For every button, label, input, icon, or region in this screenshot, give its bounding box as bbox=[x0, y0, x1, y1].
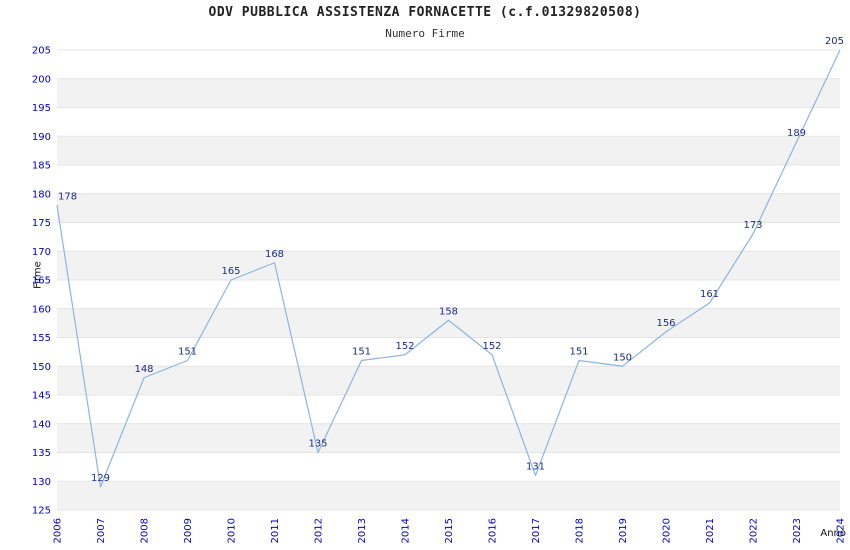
data-labels: 178 129 148 151 165 168 135 151 152 158 152 131 151 1… bbox=[58, 36, 844, 484]
svg-text:148: 148 bbox=[134, 364, 153, 375]
svg-text:180: 180 bbox=[32, 189, 51, 200]
svg-text:170: 170 bbox=[32, 247, 51, 258]
svg-text:165: 165 bbox=[221, 266, 240, 277]
svg-text:2022: 2022 bbox=[749, 518, 760, 543]
svg-text:151: 151 bbox=[352, 347, 371, 358]
svg-text:161: 161 bbox=[700, 289, 719, 300]
svg-text:165: 165 bbox=[32, 276, 51, 287]
svg-text:145: 145 bbox=[32, 391, 51, 402]
svg-text:125: 125 bbox=[32, 506, 51, 517]
svg-text:160: 160 bbox=[32, 304, 51, 315]
stripe-bands bbox=[57, 50, 840, 510]
svg-text:205: 205 bbox=[825, 36, 844, 47]
svg-text:2006: 2006 bbox=[53, 518, 64, 543]
svg-text:156: 156 bbox=[656, 318, 675, 329]
svg-text:2007: 2007 bbox=[96, 518, 107, 543]
svg-text:2014: 2014 bbox=[401, 518, 412, 543]
svg-text:131: 131 bbox=[526, 462, 545, 473]
svg-text:2012: 2012 bbox=[314, 518, 325, 543]
svg-text:135: 135 bbox=[308, 439, 327, 450]
svg-text:200: 200 bbox=[32, 74, 51, 85]
svg-text:205: 205 bbox=[32, 46, 51, 57]
svg-text:140: 140 bbox=[32, 419, 51, 430]
svg-text:2023: 2023 bbox=[792, 518, 803, 543]
svg-text:2019: 2019 bbox=[618, 518, 629, 543]
svg-text:150: 150 bbox=[613, 352, 632, 363]
svg-text:152: 152 bbox=[482, 341, 501, 352]
gridlines bbox=[57, 49, 840, 511]
data-line bbox=[56, 49, 841, 488]
svg-text:173: 173 bbox=[743, 220, 762, 231]
svg-text:2011: 2011 bbox=[270, 518, 281, 543]
svg-text:178: 178 bbox=[58, 191, 77, 202]
svg-text:2009: 2009 bbox=[183, 518, 194, 543]
y-tick-labels: 125 130 135 140 145 150 155 160 165 170 175 180 185 1… bbox=[32, 46, 51, 517]
svg-text:2024: 2024 bbox=[836, 518, 847, 543]
svg-text:2017: 2017 bbox=[531, 518, 542, 543]
svg-text:155: 155 bbox=[32, 333, 51, 344]
svg-text:168: 168 bbox=[265, 249, 284, 260]
svg-text:189: 189 bbox=[787, 128, 806, 139]
svg-text:129: 129 bbox=[91, 473, 110, 484]
svg-text:2010: 2010 bbox=[227, 518, 238, 543]
svg-text:2015: 2015 bbox=[444, 518, 455, 543]
svg-text:151: 151 bbox=[569, 347, 588, 358]
chart-title: ODV PUBBLICA ASSISTENZA FORNACETTE (c.f.… bbox=[208, 5, 642, 20]
svg-text:130: 130 bbox=[32, 477, 51, 488]
chart-subtitle: Numero Firme bbox=[385, 27, 465, 40]
svg-text:2021: 2021 bbox=[705, 518, 716, 543]
svg-text:195: 195 bbox=[32, 103, 51, 114]
svg-text:2008: 2008 bbox=[140, 518, 151, 543]
svg-text:185: 185 bbox=[32, 161, 51, 172]
x-axis-label: Anno bbox=[820, 528, 846, 539]
svg-text:135: 135 bbox=[32, 448, 51, 459]
svg-text:158: 158 bbox=[439, 306, 458, 317]
svg-text:152: 152 bbox=[395, 341, 414, 352]
svg-text:151: 151 bbox=[178, 347, 197, 358]
svg-text:2020: 2020 bbox=[662, 518, 673, 543]
x-tick-labels: 2006 2007 2008 2009 2010 2011 2012 2013 2014 2015… bbox=[53, 518, 847, 543]
svg-text:2013: 2013 bbox=[357, 518, 368, 543]
svg-text:2018: 2018 bbox=[575, 518, 586, 543]
svg-text:150: 150 bbox=[32, 362, 51, 373]
svg-text:190: 190 bbox=[32, 132, 51, 143]
svg-text:175: 175 bbox=[32, 218, 51, 229]
svg-text:2016: 2016 bbox=[488, 518, 499, 543]
